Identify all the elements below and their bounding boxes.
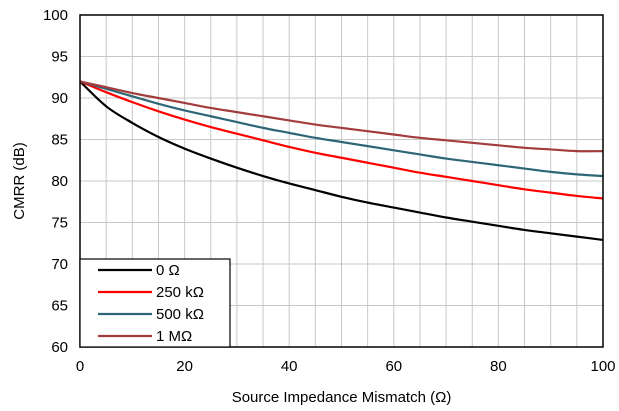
legend-label: 0 Ω <box>156 262 180 279</box>
grid <box>80 15 603 347</box>
tick-labels: 0 20 40 60 80 100 60 65 70 75 80 85 90 95 100 <box>43 7 616 375</box>
legend-label: 250 kΩ <box>156 284 204 301</box>
series-line-3 <box>79 80 604 153</box>
y-tick-label: 60 <box>51 339 68 356</box>
series-line-1 <box>79 80 604 200</box>
y-tick-label: 90 <box>51 90 68 107</box>
x-tick-label: 40 <box>281 358 298 375</box>
y-tick-label: 95 <box>51 49 68 66</box>
y-tick-label: 65 <box>51 298 68 315</box>
legend-label: 1 MΩ <box>156 328 192 345</box>
x-tick-label: 60 <box>385 358 402 375</box>
series-line-0 <box>79 80 604 242</box>
x-tick-label: 100 <box>590 358 615 375</box>
y-axis-label: CMRR (dB) <box>11 142 28 220</box>
y-tick-label: 75 <box>51 215 68 232</box>
legend: 0 Ω 250 kΩ 500 kΩ 1 MΩ <box>79 258 231 348</box>
plot-area-border <box>79 14 604 348</box>
y-tick-label: 100 <box>43 7 68 24</box>
legend-box <box>79 258 231 348</box>
x-tick-label: 0 <box>76 358 84 375</box>
x-axis-label: Source Impedance Mismatch (Ω) <box>232 389 452 406</box>
x-tick-label: 80 <box>490 358 507 375</box>
y-tick-label: 80 <box>51 173 68 190</box>
series-line-2 <box>79 80 604 178</box>
y-tick-label: 70 <box>51 256 68 273</box>
series-lines <box>79 80 604 242</box>
x-tick-label: 20 <box>176 358 193 375</box>
legend-label: 500 kΩ <box>156 306 204 323</box>
y-tick-label: 85 <box>51 132 68 149</box>
